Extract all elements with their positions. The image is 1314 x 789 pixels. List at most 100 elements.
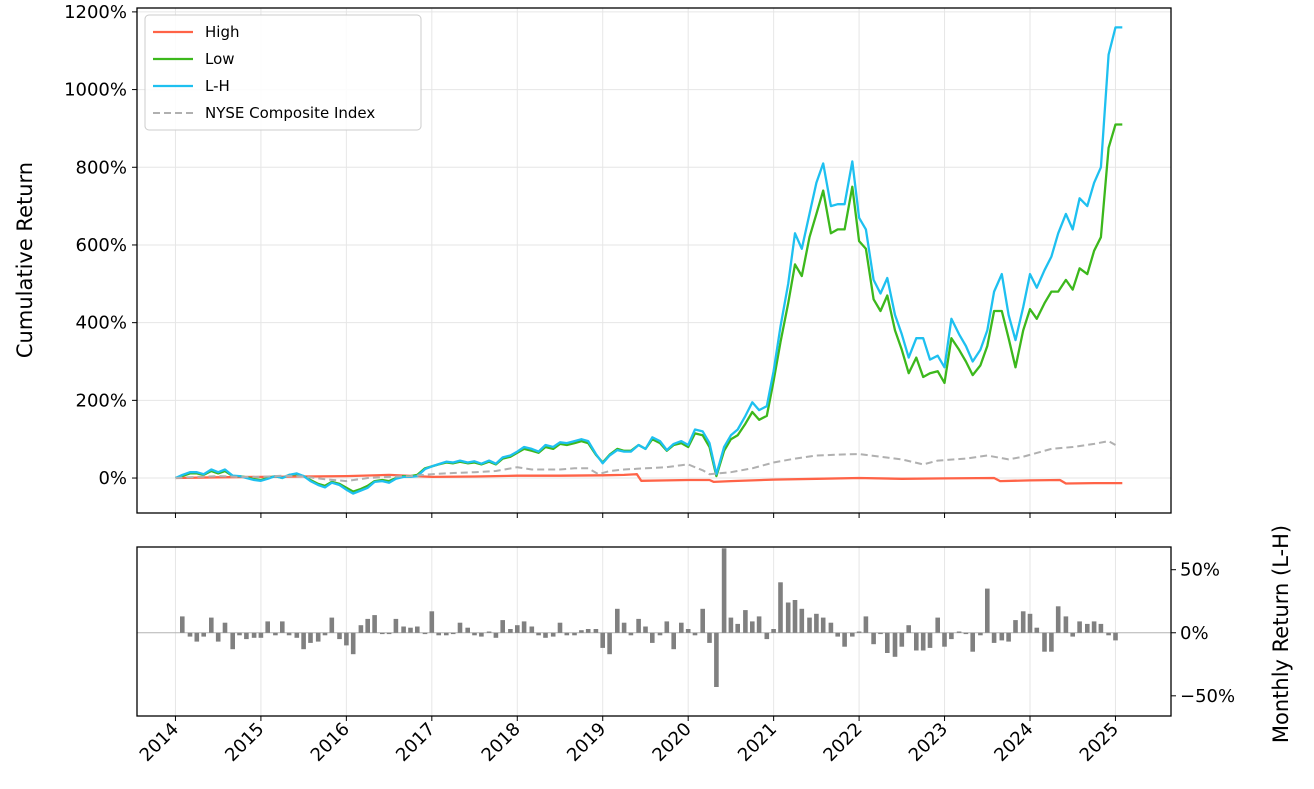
series-line-high	[175, 473, 1123, 485]
monthly-return-bar	[671, 632, 676, 650]
monthly-return-bar	[536, 632, 541, 636]
monthly-return-bar	[1020, 611, 1026, 633]
x-tick-label: 2014	[136, 719, 183, 766]
monthly-return-bar	[842, 632, 847, 647]
monthly-return-bar	[600, 632, 605, 648]
monthly-return-bar	[820, 617, 826, 633]
monthly-return-bar	[728, 617, 734, 633]
chart-legend: High Low L-H NYSE Composite Index	[144, 14, 422, 131]
monthly-return-bar	[1027, 613, 1033, 633]
x-tick-label: 2018	[478, 719, 525, 766]
x-tick-label: 2021	[734, 719, 781, 766]
monthly-return-bar	[564, 632, 570, 636]
monthly-return-bar	[315, 632, 321, 642]
monthly-return-bar	[294, 632, 300, 638]
monthly-return-bar	[393, 618, 399, 633]
monthly-return-bar	[899, 632, 905, 647]
monthly-return-bar	[380, 632, 385, 635]
monthly-return-bar	[557, 622, 563, 633]
monthly-return-bar	[956, 631, 962, 633]
monthly-return-bar	[700, 608, 705, 633]
monthly-return-bar	[515, 625, 520, 633]
monthly-return-bar	[265, 621, 270, 633]
y-tick-label: 0%	[98, 468, 127, 489]
series-line-l-h	[175, 26, 1123, 495]
monthly-return-bar	[1055, 606, 1061, 633]
monthly-return-bar	[615, 608, 620, 633]
monthly-return-bar	[807, 617, 812, 633]
monthly-return-bar	[215, 632, 221, 642]
top-chart-grid	[137, 8, 1171, 513]
monthly-return-bar	[500, 620, 505, 633]
monthly-return-bar	[237, 632, 242, 636]
monthly-return-bar	[201, 632, 206, 637]
monthly-return-bar	[920, 632, 926, 651]
monthly-return-bar	[350, 632, 356, 655]
monthly-return-bar	[963, 632, 969, 635]
monthly-return-bar	[892, 632, 898, 657]
monthly-return-bar	[863, 616, 869, 633]
legend-label-low: Low	[205, 50, 235, 68]
monthly-return-bar	[436, 632, 441, 636]
monthly-return-bar	[643, 626, 648, 633]
monthly-return-bar	[579, 630, 584, 633]
monthly-return-bar	[529, 626, 535, 633]
monthly-return-bar	[230, 632, 235, 650]
x-tick-label: 2020	[648, 719, 695, 766]
bottom-chart-grid	[137, 547, 1171, 716]
monthly-return-bar	[685, 629, 691, 633]
monthly-return-bar	[444, 632, 449, 636]
monthly-return-bar	[628, 632, 634, 636]
monthly-return-bar	[878, 632, 883, 635]
monthly-return-bar	[457, 622, 463, 633]
monthly-return-bar	[286, 632, 292, 636]
monthly-return-bar	[308, 632, 313, 643]
y-tick-label: 200%	[76, 390, 127, 411]
monthly-return-bar	[1070, 632, 1075, 637]
y-tick-label: 50%	[1180, 560, 1220, 581]
monthly-return-bar	[799, 608, 805, 633]
top-chart-frame	[136, 7, 1172, 514]
monthly-return-bar	[521, 621, 527, 633]
x-tick-label: 2015	[221, 719, 268, 766]
monthly-return-bar	[935, 617, 940, 633]
top-chart-series	[175, 26, 1123, 495]
monthly-return-bar	[949, 632, 954, 640]
monthly-return-bar	[792, 600, 798, 633]
monthly-return-bar	[280, 621, 285, 633]
monthly-return-bar	[1098, 623, 1104, 633]
monthly-return-bar	[914, 632, 919, 651]
monthly-return-bar	[885, 632, 890, 653]
monthly-return-bar	[664, 621, 670, 633]
monthly-return-bar	[386, 632, 392, 635]
series-line-low	[175, 123, 1123, 493]
monthly-return-bar	[244, 632, 249, 640]
monthly-return-bar	[550, 632, 556, 637]
monthly-return-bar	[593, 629, 599, 633]
monthly-return-bar	[422, 632, 428, 635]
monthly-return-bar	[585, 629, 591, 633]
y-tick-label: 600%	[76, 235, 127, 256]
y-tick-label: −50%	[1180, 686, 1235, 707]
x-tick-label: 2024	[990, 719, 1037, 766]
bottom-chart-y-axis: −50% 0% 50%	[1171, 560, 1235, 707]
x-tick-label: 2023	[905, 719, 952, 766]
monthly-return-bar	[1049, 632, 1054, 652]
monthly-return-bar	[222, 622, 228, 633]
monthly-return-bar	[329, 617, 335, 633]
monthly-return-bar	[486, 631, 492, 633]
y-tick-label: 800%	[76, 157, 127, 178]
legend-label-l-h: L-H	[205, 77, 230, 95]
monthly-return-bar	[942, 632, 947, 647]
series-line-nyse-composite-index	[175, 440, 1116, 483]
x-tick-label: 2022	[819, 719, 866, 766]
monthly-return-bar	[621, 622, 627, 633]
monthly-return-bar	[344, 632, 349, 646]
monthly-return-bar	[657, 632, 663, 636]
monthly-return-bar	[856, 631, 862, 633]
monthly-return-bar	[543, 632, 548, 638]
monthly-return-bar	[636, 618, 641, 633]
monthly-return-bar	[721, 548, 727, 633]
legend-box	[144, 14, 422, 131]
